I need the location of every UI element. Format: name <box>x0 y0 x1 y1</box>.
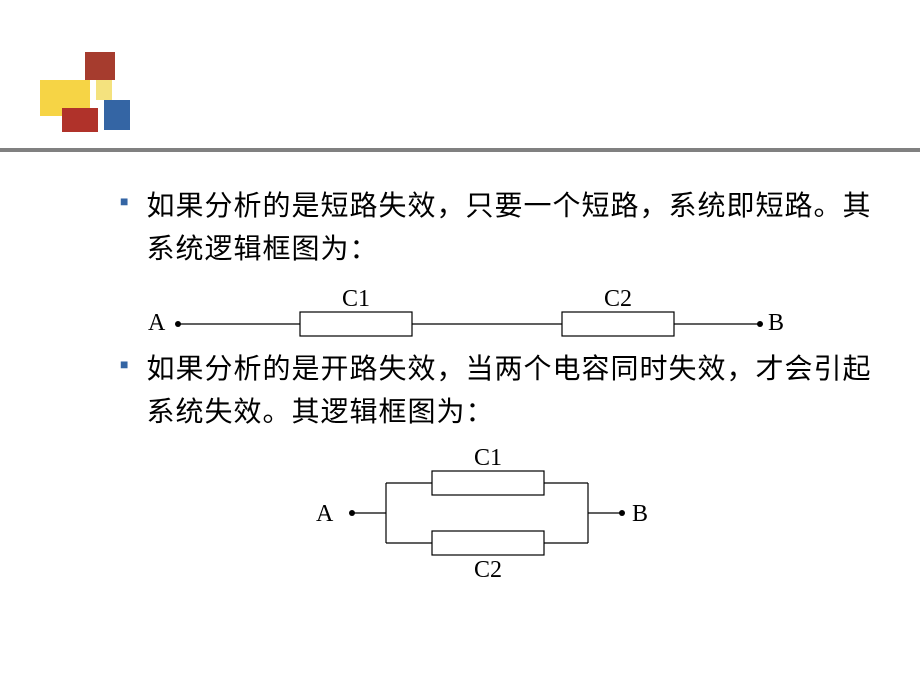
svg-text:A: A <box>148 310 166 336</box>
slide-content: ■ 如果分析的是短路失效，只要一个短路，系统即短路。其系统逻辑框图为： ABC1… <box>120 185 880 591</box>
svg-text:B: B <box>768 310 784 336</box>
svg-text:C1: C1 <box>342 286 370 312</box>
bullet-text: 如果分析的是开路失效，当两个电容同时失效，才会引起系统失效。其逻辑框图为： <box>146 348 880 435</box>
parallel-svg: C1 C2 A B <box>250 441 730 591</box>
svg-text:C2: C2 <box>474 557 502 583</box>
bullet-icon: ■ <box>120 195 128 211</box>
horizontal-rule <box>0 148 920 152</box>
corner-decoration <box>0 0 200 160</box>
svg-text:A: A <box>316 501 334 527</box>
bullet-icon: ■ <box>120 358 128 374</box>
deco-block <box>104 100 130 130</box>
deco-block <box>96 80 112 100</box>
parallel-diagram: C1 C2 A B <box>250 441 750 591</box>
svg-text:C1: C1 <box>474 445 502 471</box>
series-diagram: A B C1 C2 <box>130 276 830 346</box>
bullet-text: 如果分析的是短路失效，只要一个短路，系统即短路。其系统逻辑框图为： <box>146 185 880 272</box>
svg-text:B: B <box>632 501 648 527</box>
deco-block <box>85 52 115 80</box>
series-svg: A B C1 C2 <box>130 276 830 346</box>
bullet-item: ■ 如果分析的是短路失效，只要一个短路，系统即短路。其系统逻辑框图为： <box>120 185 880 272</box>
bullet-item: ■ 如果分析的是开路失效，当两个电容同时失效，才会引起系统失效。其逻辑框图为： <box>120 348 880 435</box>
svg-text:C2: C2 <box>604 286 632 312</box>
deco-block <box>62 108 98 132</box>
